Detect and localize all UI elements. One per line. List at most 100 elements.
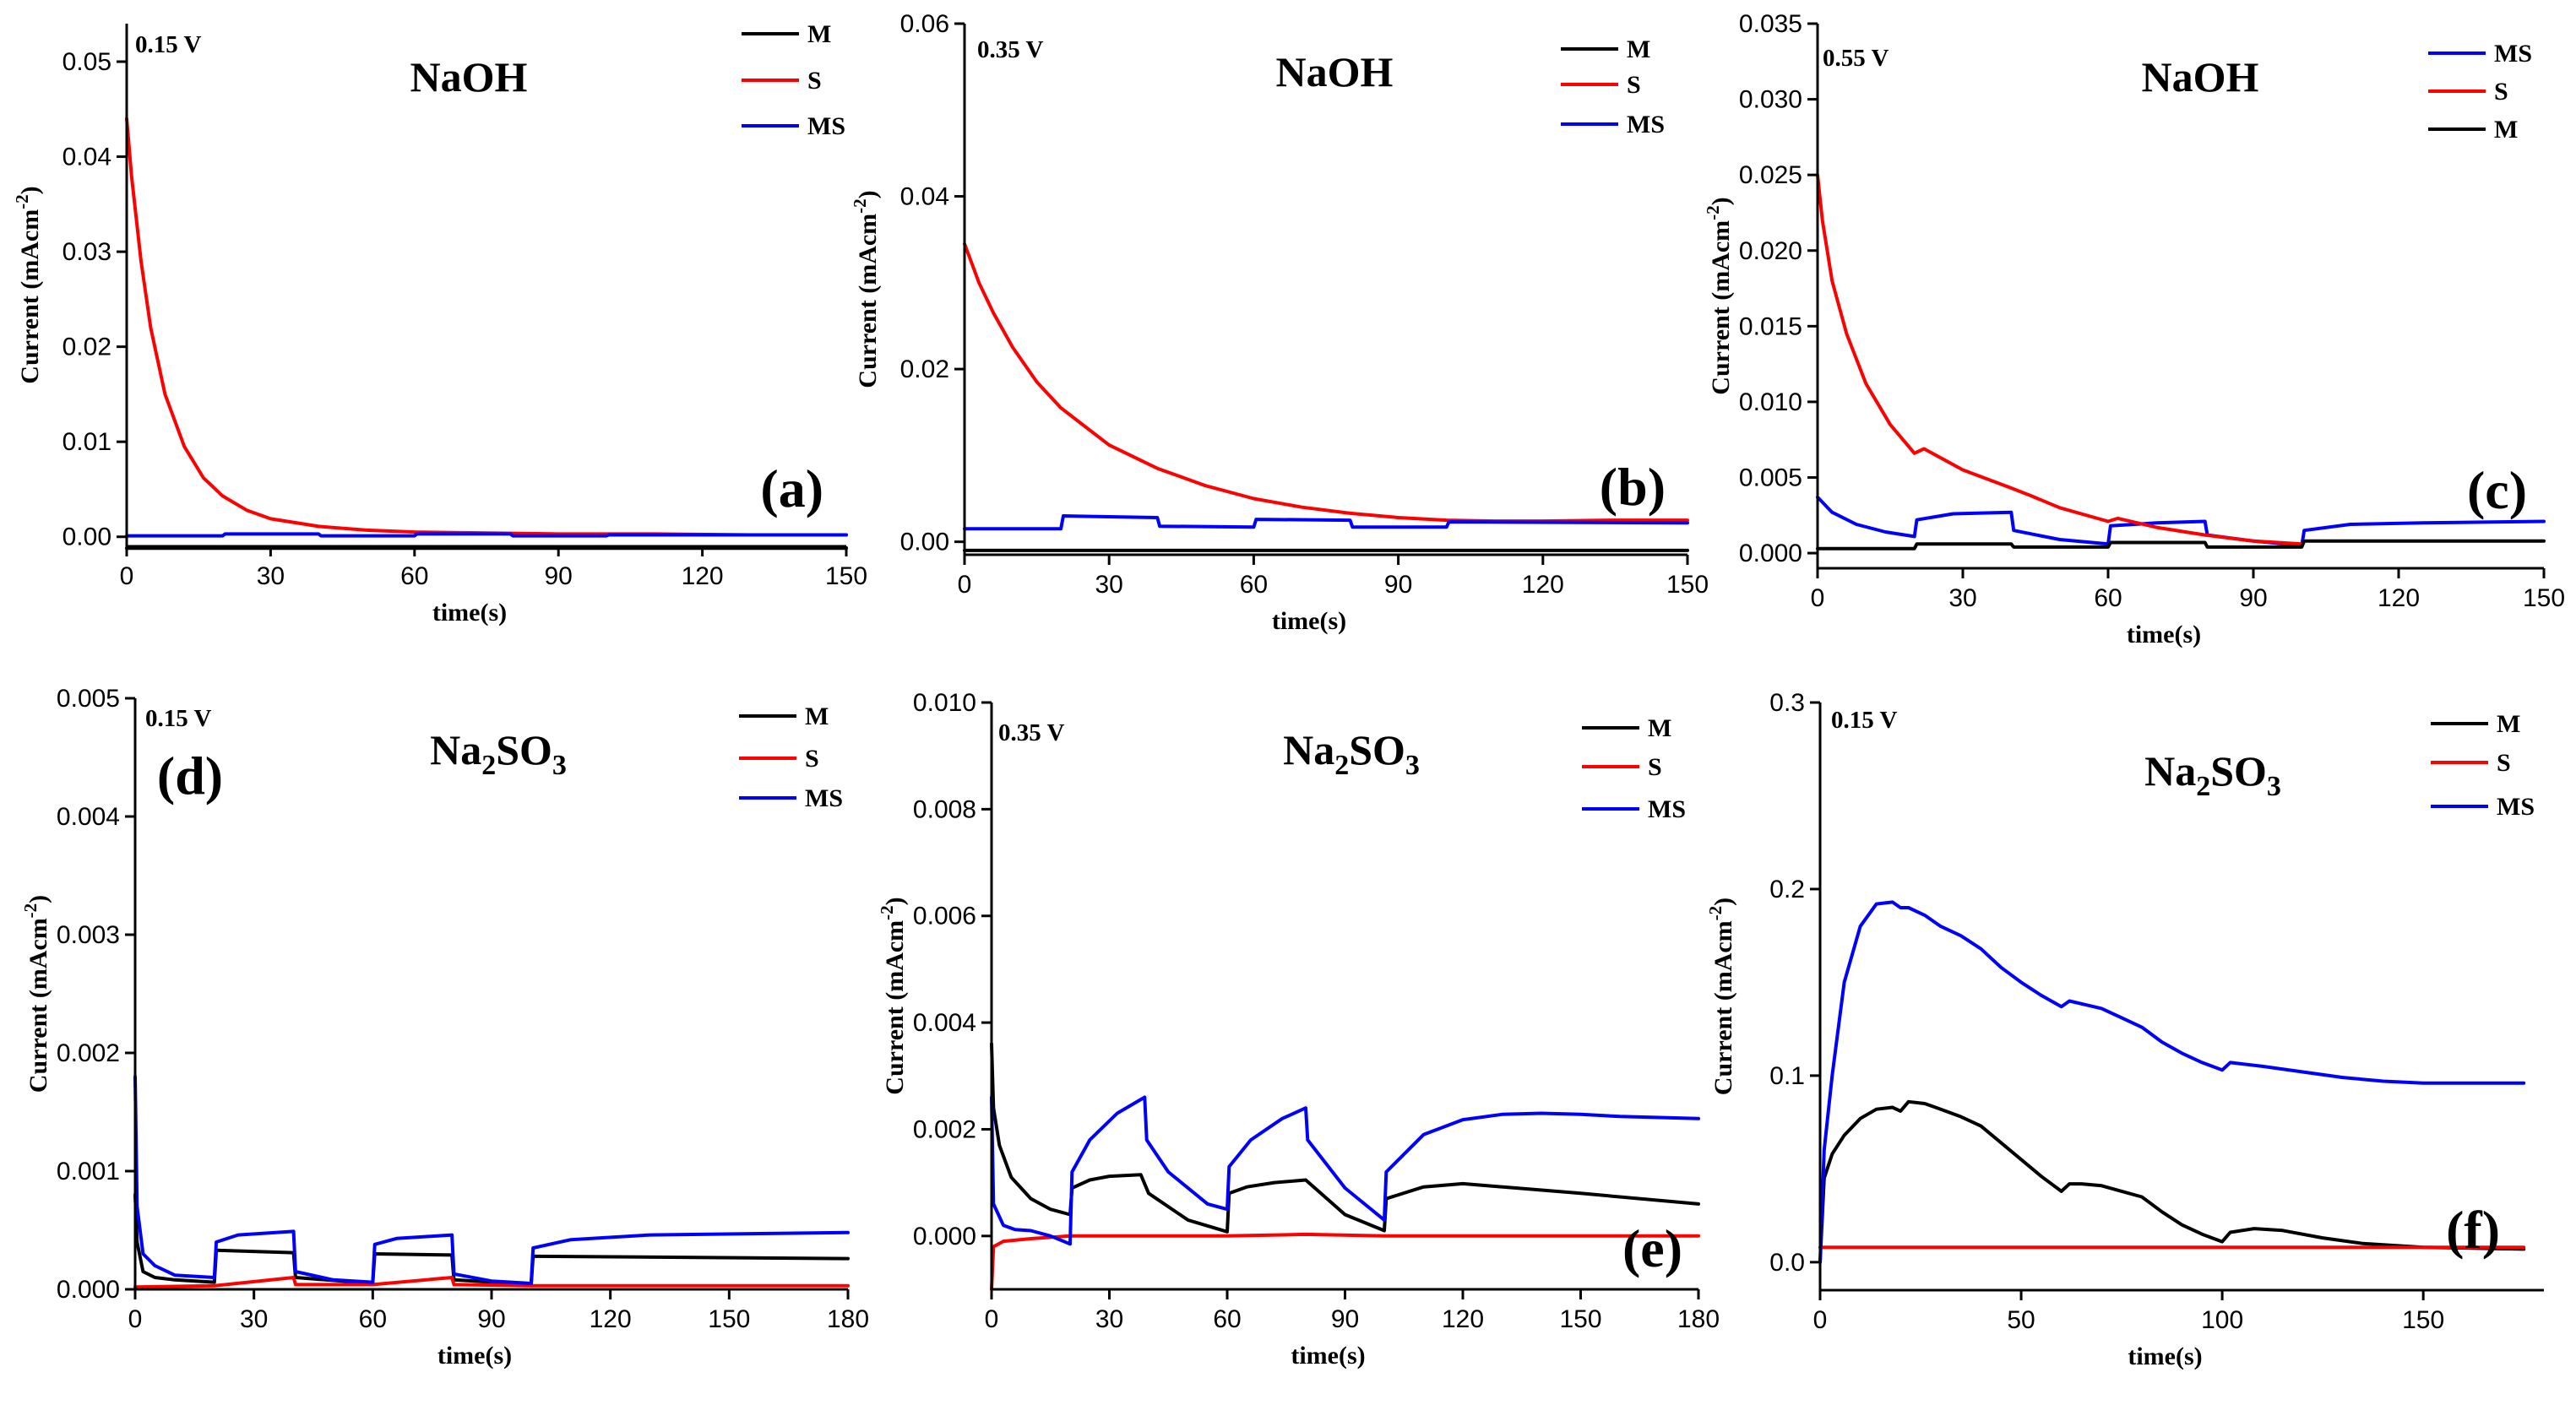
y-tick-label: 0.3 xyxy=(1769,689,1805,717)
y-axis-title: Current (mAcm-2) xyxy=(877,897,909,1094)
y-axis-title: Current (mAcm-2) xyxy=(850,190,882,388)
y-tick-label: 0.035 xyxy=(1739,10,1802,38)
chart-panel: 0 30 60 90 120 150 0.00 0.01 0.02 0.03 0.04 0.05 tim… xyxy=(12,20,867,627)
series-line-ms xyxy=(1818,900,2526,1264)
x-tick-label: 0 xyxy=(985,1305,999,1333)
x-tick-label: 150 xyxy=(1666,571,1709,599)
y-tick-label: 0.2 xyxy=(1769,876,1805,903)
series-line-ms xyxy=(133,1075,850,1285)
y-tick-label: 0.004 xyxy=(57,803,120,831)
panel-label: (f) xyxy=(2446,1200,2500,1260)
y-tick-label: 0.005 xyxy=(57,685,120,713)
x-tick-label: 150 xyxy=(2523,584,2565,612)
x-tick-label: 60 xyxy=(359,1305,387,1333)
series-line-s xyxy=(125,117,848,537)
legend-label-m: M xyxy=(2497,710,2520,738)
x-tick-label: 30 xyxy=(257,562,285,590)
chart-panel: 0 30 60 90 120 150 180 0.000 0.001 0.002 0.003 0.00… xyxy=(20,685,869,1370)
y-axis-title-tail: ) xyxy=(24,895,52,903)
series-line-s xyxy=(1816,173,2304,546)
legend-label-ms: MS xyxy=(807,112,845,140)
y-axis-title-sup: -2 xyxy=(850,198,870,214)
x-tick-label: 150 xyxy=(708,1305,750,1333)
legend-label-s: S xyxy=(1627,71,1641,99)
y-axis-title-main: Current (mAcm xyxy=(24,918,52,1093)
y-tick-label: 0.02 xyxy=(62,334,111,361)
panel-label: (c) xyxy=(2467,460,2527,520)
x-tick-label: 0 xyxy=(1811,584,1825,612)
chart-title-part: Na xyxy=(430,726,481,773)
y-axis-title-main: Current (mAcm xyxy=(1709,920,1737,1095)
series-line-ms xyxy=(963,514,1689,531)
legend-label-m: M xyxy=(807,20,831,48)
x-tick-label: 120 xyxy=(1522,571,1564,599)
y-axis-title-sup: -2 xyxy=(1703,205,1723,220)
y-axis-title-main: Current (mAcm xyxy=(16,209,44,384)
y-tick-label: 0.030 xyxy=(1739,86,1802,114)
y-axis-title-main: Current (mAcm xyxy=(881,920,909,1095)
legend-label-s: S xyxy=(805,745,819,773)
y-tick-label: 0.0 xyxy=(1769,1249,1805,1277)
chart-title-sub: 3 xyxy=(1405,750,1420,781)
x-axis-title: time(s) xyxy=(2128,1343,2202,1370)
y-tick-label: 0.010 xyxy=(1739,388,1802,416)
x-tick-label: 60 xyxy=(1240,571,1268,599)
series-line-s xyxy=(133,1276,850,1289)
chart-title-sub: 2 xyxy=(481,750,496,781)
y-axis-title-sup: -2 xyxy=(20,903,41,919)
y-tick-label: 0.04 xyxy=(900,183,949,211)
x-axis-title: time(s) xyxy=(1291,1342,1365,1370)
y-axis-title-tail: ) xyxy=(1709,898,1737,906)
y-tick-label: 0.06 xyxy=(900,10,949,38)
series-line-m xyxy=(1818,1099,2526,1264)
legend-label-ms: MS xyxy=(805,784,843,812)
y-tick-label: 0.003 xyxy=(57,921,120,949)
chart-panel: 0 30 60 90 120 150 0.00 0.02 0.04 0.06 time(s) Curr… xyxy=(850,10,1709,635)
y-tick-label: 0.005 xyxy=(1739,464,1802,492)
y-axis-title-tail: ) xyxy=(16,186,44,194)
x-tick-label: 30 xyxy=(1095,1305,1123,1333)
legend-label-ms: MS xyxy=(1627,111,1665,138)
x-tick-label: 120 xyxy=(2378,584,2420,612)
chart-title-part: SO xyxy=(2210,747,2267,795)
legend-label-m: M xyxy=(805,702,829,730)
x-tick-label: 180 xyxy=(1677,1305,1720,1333)
series-line-m xyxy=(1816,539,2546,551)
y-axis-title-sup: -2 xyxy=(1705,906,1725,921)
y-tick-label: 0.1 xyxy=(1769,1062,1805,1090)
legend-label-m: M xyxy=(2494,116,2518,144)
y-axis-title-main: Current (mAcm xyxy=(854,214,882,388)
x-tick-label: 90 xyxy=(1331,1305,1359,1333)
y-tick-label: 0.000 xyxy=(1739,540,1802,567)
y-tick-label: 0.000 xyxy=(57,1276,120,1304)
y-tick-label: 0.025 xyxy=(1739,161,1802,189)
voltage-label: 0.35 V xyxy=(998,719,1064,746)
y-tick-label: 0.002 xyxy=(57,1039,120,1067)
voltage-label: 0.55 V xyxy=(1823,45,1889,72)
y-tick-label: 0.04 xyxy=(62,144,111,171)
legend-label-s: S xyxy=(2497,749,2511,777)
x-tick-label: 60 xyxy=(2094,584,2122,612)
chart-title: Na2SO3 xyxy=(2144,747,2281,802)
panel-label: (a) xyxy=(760,458,823,518)
y-tick-label: 0.010 xyxy=(913,689,976,717)
chart-title: Na2SO3 xyxy=(430,726,567,781)
x-tick-label: 30 xyxy=(240,1305,268,1333)
y-axis-title: Current (mAcm-2) xyxy=(1703,197,1735,394)
legend-label-ms: MS xyxy=(1648,795,1686,823)
y-tick-label: 0.001 xyxy=(57,1158,120,1185)
x-tick-label: 60 xyxy=(400,562,428,590)
x-tick-label: 30 xyxy=(1095,571,1123,599)
chart-title: NaOH xyxy=(410,53,528,100)
x-tick-label: 150 xyxy=(825,562,867,590)
y-axis-title-main: Current (mAcm xyxy=(1707,220,1735,395)
x-tick-label: 120 xyxy=(682,562,724,590)
y-tick-label: 0.00 xyxy=(62,523,111,551)
x-tick-label: 0 xyxy=(120,562,134,590)
y-tick-label: 0.004 xyxy=(913,1009,976,1037)
x-tick-label: 150 xyxy=(1559,1305,1601,1333)
panel-label: (d) xyxy=(157,746,223,806)
chart-title-sub: 3 xyxy=(552,750,567,781)
y-axis-title-tail: ) xyxy=(854,190,882,198)
